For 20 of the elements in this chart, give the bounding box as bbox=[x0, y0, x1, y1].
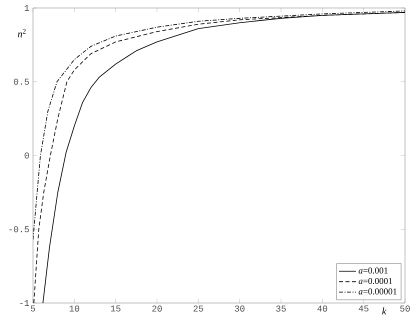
x-tick-label: 50 bbox=[400, 306, 410, 312]
legend-label: a=0.00001 bbox=[358, 288, 397, 294]
y-tick-label: -1 bbox=[20, 300, 30, 306]
y-tick-label: 1 bbox=[24, 5, 30, 11]
x-tick-label: 40 bbox=[317, 306, 328, 312]
x-axis-title: k bbox=[382, 308, 386, 314]
x-tick-label: 20 bbox=[152, 306, 162, 312]
x-tick-label: 30 bbox=[234, 306, 244, 312]
x-tick-label: 25 bbox=[194, 306, 204, 312]
y-tick-label: 0.5 bbox=[14, 78, 29, 85]
legend-label: a=0.001 bbox=[358, 268, 388, 274]
x-tick-label: 5 bbox=[30, 306, 36, 312]
x-tick-label: 35 bbox=[276, 306, 286, 312]
legend-label: a=0.0001 bbox=[358, 278, 392, 284]
x-tick-label: 15 bbox=[110, 306, 120, 312]
y-tick-label: 0 bbox=[24, 152, 29, 159]
y-tick-label: -0.5 bbox=[9, 226, 29, 232]
y-axis-title: n$^{2}$ bbox=[18, 28, 26, 38]
x-tick-label: 10 bbox=[70, 306, 80, 312]
x-tick-label: 45 bbox=[358, 306, 368, 312]
